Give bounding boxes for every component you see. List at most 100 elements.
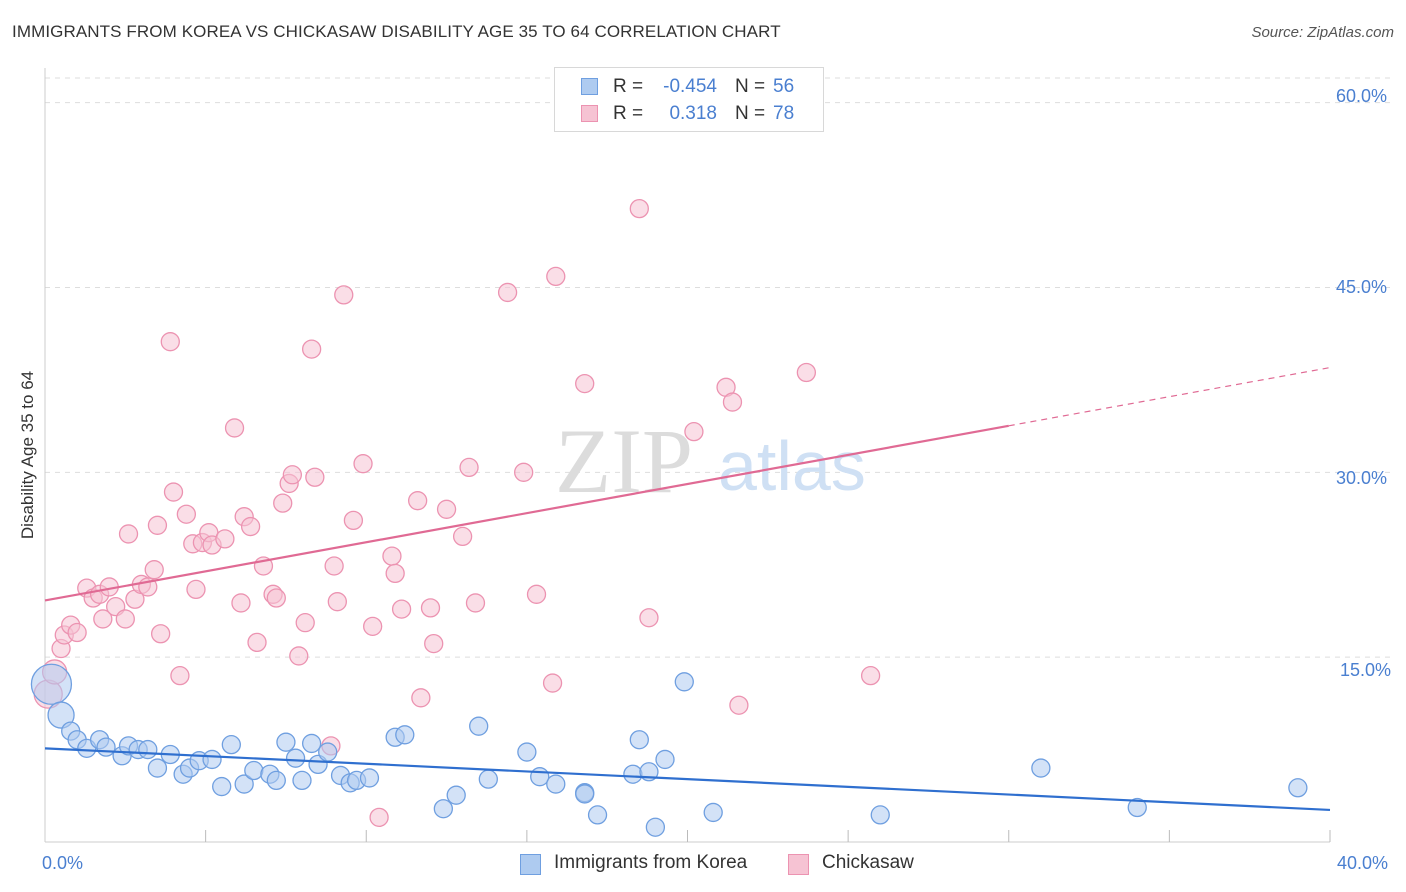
chickasaw-point [382,546,402,566]
chickasaw-point [160,332,180,352]
korea-point [645,817,666,837]
chickasaw-point [301,339,322,359]
chickasaw-point [465,593,486,613]
legend-label: Immigrants from Korea [554,852,748,873]
r-label: R = [613,103,644,124]
chickasaw-point [324,556,344,576]
chickasaw-point [526,584,547,604]
x-tick-max: 40.0% [1337,853,1389,873]
korea-point [244,760,264,781]
korea-point [147,758,168,778]
korea-point [1127,797,1147,818]
chickasaw-point [369,807,389,828]
y-tick-30: 30.0% [1336,468,1388,488]
korea-point [359,768,380,788]
chickasaw-point [514,462,534,482]
chickasaw-point [353,454,373,474]
korea-point [266,770,286,791]
chickasaw-point [420,598,441,618]
r-value: -0.454 [663,76,717,97]
korea-point [629,730,649,750]
chickasaw-point [163,482,184,502]
korea-point [138,739,158,760]
chickasaw-point [247,632,267,653]
chickasaw-point [305,467,325,487]
chickasaw-point [542,673,563,693]
chickasaw-point [363,616,383,637]
korea-point [234,774,254,794]
chickasaw-point [575,373,595,394]
korea-point [469,716,489,736]
chickasaw-point [385,563,405,584]
korea-point [870,805,890,825]
korea-point [655,749,675,770]
chickasaw-point [67,622,87,643]
korea-point [446,785,466,805]
source-credit: Source: ZipAtlas.com [1251,24,1394,41]
chart-title: IMMIGRANTS FROM KOREA VS CHICKASAW DISAB… [12,22,781,41]
korea-point [587,805,608,825]
korea-point [433,799,454,819]
trend-lines [44,366,1331,812]
n-label: N = [735,76,766,97]
korea-point [276,732,296,752]
chickasaw-point [282,465,303,485]
korea-point [517,742,537,762]
korea-point [30,663,73,705]
chickasaw-point [240,516,261,537]
korea-point [318,742,338,762]
korea-point [1031,758,1051,778]
chickasaw-point [147,515,168,535]
korea-point [395,725,415,745]
correlation-stats-box: R = -0.454 N = 56 R = 0.318 N = 78 [554,67,824,132]
chickasaw-point [391,599,412,619]
y-tick-60: 60.0% [1336,86,1388,106]
chickasaw-point [224,418,245,438]
chickasaw-point [546,266,566,287]
chickasaw-point [459,457,479,478]
korea-point [530,767,550,787]
korea-point [96,737,116,757]
korea-point [1288,778,1308,798]
korea-point [623,764,643,784]
chickasaw-point [115,609,135,629]
grid-lines [45,77,1394,658]
korea-point [575,784,595,804]
chickasaw-point [639,608,659,628]
watermark-zip: ZIP [555,410,693,512]
chickasaw-point [150,624,171,644]
y-axis-label: Disability Age 35 to 64 [18,370,37,540]
legend-label: Chickasaw [822,852,914,873]
chickasaw-legend-icon [788,854,809,875]
chickasaw-point [144,560,164,580]
chickasaw-point [629,198,649,219]
chickasaw-point [327,592,347,612]
chickasaw-point [796,362,817,383]
korea-point [47,701,75,729]
chickasaw-point [295,613,315,633]
axes [44,68,1331,843]
n-value: 78 [773,103,795,124]
chickasaw-point [436,499,457,519]
korea-point [212,776,232,797]
korea-point [703,802,723,823]
chickasaw-trend-extension [1008,366,1331,427]
chickasaw-point [273,493,293,513]
chickasaw-point [860,665,881,686]
chickasaw-point [729,695,749,715]
y-tick-15: 15.0% [1340,660,1392,680]
chickasaw-point [170,665,190,686]
chickasaw-point [186,579,206,600]
n-label: N = [735,103,766,124]
chickasaw-point [289,646,309,666]
chickasaw-swatch-icon [581,105,598,122]
korea-trend-line [44,747,1331,812]
chickasaw-trend-line [44,424,1009,602]
korea-point [202,749,222,770]
chickasaw-point [334,285,354,305]
chickasaw-point [215,529,235,549]
chickasaw-point [266,588,286,608]
stats-row-korea: R = -0.454 N = 56 [555,76,823,100]
korea-point [674,672,694,692]
